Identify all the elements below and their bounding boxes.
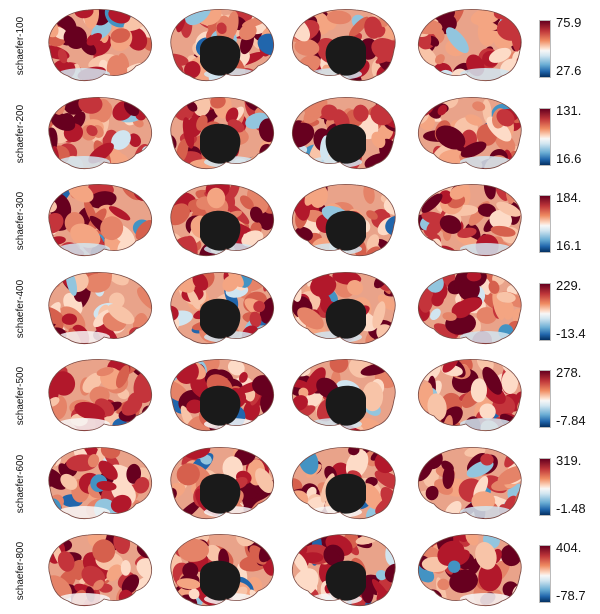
brain-right-lateral-view [414,179,532,261]
colorbar-max-label: 131. [556,102,582,118]
colorbar [539,545,551,603]
colorbar [539,370,551,428]
brain-left-medial-view [160,354,278,436]
row-label: schaefer-500 [15,366,26,426]
colorbar-min-label: -78.7 [556,588,586,603]
brain-right-lateral-view [414,529,532,611]
colorbar-min-label: -1.48 [556,500,586,516]
colorbar [539,107,551,166]
brain-right-lateral-view [414,4,532,86]
colorbar-min-label: -13.4 [556,325,586,341]
brain-right-lateral-view [414,354,532,436]
brain-right-lateral-view [414,92,532,174]
colorbar-min-label: 16.1 [556,238,582,253]
brain-right-medial-view [288,354,406,436]
colorbar-max-label: 229. [556,277,582,293]
row-label: schaefer-400 [15,279,26,338]
brain-right-lateral-view [414,442,532,524]
colorbar-min-label: -7.84 [556,413,586,428]
brain-left-medial-view [160,267,278,349]
brain-left-lateral-view [38,267,156,349]
figure-row: schaefer-600 319. -1.48 [0,440,600,527]
brain-right-medial-view [288,179,406,261]
brain-right-medial-view [288,4,406,86]
brain-right-medial-view [288,267,406,349]
figure-row: schaefer-400 229. -13.4 [0,265,600,352]
row-label: schaefer-600 [15,454,26,513]
brain-left-medial-view [160,92,278,174]
brain-left-lateral-view [38,92,156,174]
figure-row: schaefer-500 278. -7.84 [0,352,600,439]
colorbar-max-label: 75.9 [556,15,582,30]
colorbar [539,20,551,78]
row-label: schaefer-200 [15,104,26,163]
colorbar-min-label: 27.6 [556,63,582,78]
figure-row: schaefer-200 131. 16.6 [0,90,600,177]
figure-row: schaefer-300 184. 16.1 [0,177,600,264]
figure-row: schaefer-100 75.9 27.6 [0,2,600,89]
colorbar [539,282,551,341]
brain-right-lateral-view [414,267,532,349]
brain-left-lateral-view [38,354,156,436]
row-label: schaefer-800 [15,541,26,601]
colorbar-min-label: 16.6 [556,150,582,166]
figure-row: schaefer-800 404. -78.7 [0,527,600,614]
brain-right-medial-view [288,92,406,174]
row-label: schaefer-100 [15,16,26,76]
brain-left-medial-view [160,442,278,524]
brain-left-medial-view [160,179,278,261]
colorbar-max-label: 278. [556,365,582,380]
colorbar [539,195,551,253]
colorbar-max-label: 404. [556,540,582,555]
brain-right-medial-view [288,442,406,524]
row-label: schaefer-300 [15,191,26,251]
brain-left-lateral-view [38,4,156,86]
brain-right-medial-view [288,529,406,611]
colorbar-max-label: 184. [556,190,582,205]
brain-left-lateral-view [38,529,156,611]
brain-left-medial-view [160,529,278,611]
colorbar-max-label: 319. [556,452,582,468]
colorbar [539,457,551,516]
brain-left-medial-view [160,4,278,86]
brain-left-lateral-view [38,442,156,524]
brain-left-lateral-view [38,179,156,261]
